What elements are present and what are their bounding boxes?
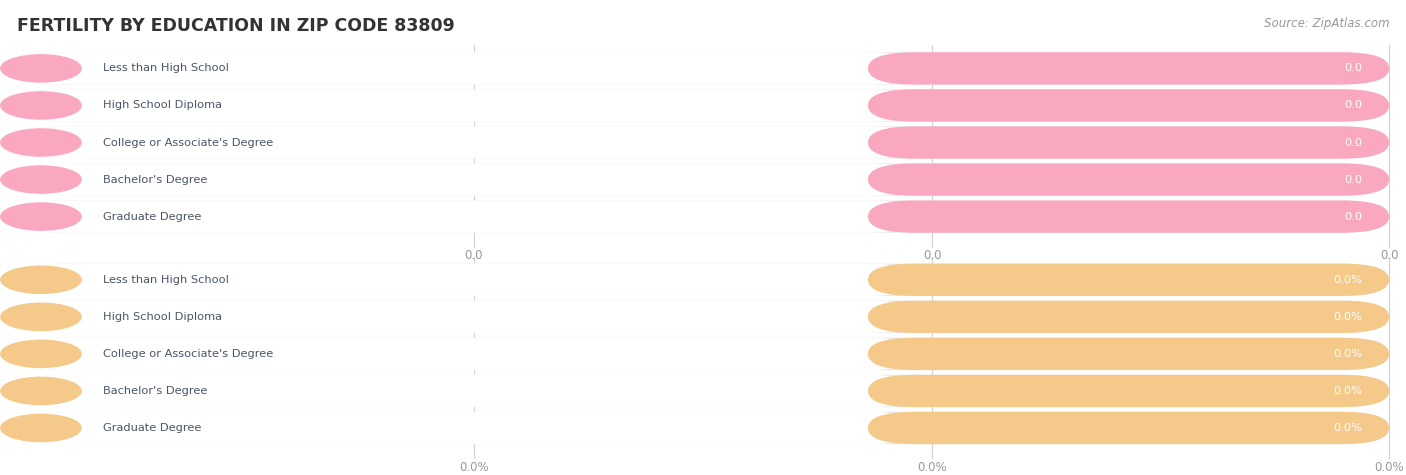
Circle shape [1, 92, 82, 119]
Circle shape [1, 414, 82, 442]
FancyBboxPatch shape [868, 301, 1389, 333]
Text: Graduate Degree: Graduate Degree [103, 423, 201, 433]
FancyBboxPatch shape [868, 163, 1389, 196]
FancyBboxPatch shape [868, 264, 1389, 296]
Text: Less than High School: Less than High School [103, 63, 229, 74]
Text: College or Associate's Degree: College or Associate's Degree [103, 137, 273, 148]
FancyBboxPatch shape [868, 412, 1389, 444]
Text: High School Diploma: High School Diploma [103, 312, 222, 322]
FancyBboxPatch shape [17, 89, 915, 122]
Text: 0.0%: 0.0% [1333, 349, 1362, 359]
Text: FERTILITY BY EDUCATION IN ZIP CODE 83809: FERTILITY BY EDUCATION IN ZIP CODE 83809 [17, 17, 454, 35]
Text: 0.0%: 0.0% [1333, 386, 1362, 396]
Circle shape [1, 377, 82, 405]
FancyBboxPatch shape [868, 52, 1389, 85]
Text: 0.0%: 0.0% [1333, 275, 1362, 285]
FancyBboxPatch shape [17, 338, 915, 370]
Circle shape [1, 129, 82, 156]
Circle shape [1, 203, 82, 230]
FancyBboxPatch shape [868, 200, 1389, 233]
FancyBboxPatch shape [17, 301, 915, 333]
FancyBboxPatch shape [17, 412, 1389, 444]
Text: Less than High School: Less than High School [103, 275, 229, 285]
Text: High School Diploma: High School Diploma [103, 100, 222, 111]
Text: 0.0%: 0.0% [917, 461, 948, 474]
Text: 0.0: 0.0 [1379, 249, 1399, 262]
Text: Bachelor's Degree: Bachelor's Degree [103, 386, 207, 396]
Text: 0.0: 0.0 [1344, 137, 1362, 148]
Circle shape [1, 55, 82, 82]
FancyBboxPatch shape [17, 301, 1389, 333]
FancyBboxPatch shape [17, 264, 915, 296]
FancyBboxPatch shape [17, 126, 915, 159]
FancyBboxPatch shape [17, 200, 1389, 233]
FancyBboxPatch shape [17, 200, 915, 233]
Text: College or Associate's Degree: College or Associate's Degree [103, 349, 273, 359]
Circle shape [1, 303, 82, 331]
FancyBboxPatch shape [17, 375, 915, 407]
FancyBboxPatch shape [17, 126, 1389, 159]
FancyBboxPatch shape [868, 126, 1389, 159]
FancyBboxPatch shape [17, 52, 915, 85]
Text: 0.0%: 0.0% [1333, 423, 1362, 433]
FancyBboxPatch shape [17, 264, 1389, 296]
Text: Graduate Degree: Graduate Degree [103, 211, 201, 222]
FancyBboxPatch shape [868, 89, 1389, 122]
Text: Source: ZipAtlas.com: Source: ZipAtlas.com [1264, 17, 1389, 29]
Text: 0.0: 0.0 [922, 249, 942, 262]
FancyBboxPatch shape [17, 412, 915, 444]
Text: 0.0: 0.0 [1344, 211, 1362, 222]
Circle shape [1, 340, 82, 368]
Text: 0.0: 0.0 [1344, 100, 1362, 111]
FancyBboxPatch shape [17, 163, 915, 196]
Text: 0.0%: 0.0% [1374, 461, 1405, 474]
FancyBboxPatch shape [17, 89, 1389, 122]
FancyBboxPatch shape [868, 338, 1389, 370]
Text: Bachelor's Degree: Bachelor's Degree [103, 174, 207, 185]
FancyBboxPatch shape [17, 375, 1389, 407]
FancyBboxPatch shape [17, 338, 1389, 370]
Text: 0.0: 0.0 [1344, 63, 1362, 74]
Circle shape [1, 266, 82, 294]
Text: 0.0%: 0.0% [458, 461, 489, 474]
FancyBboxPatch shape [17, 163, 1389, 196]
Text: 0.0: 0.0 [1344, 174, 1362, 185]
Text: 0.0: 0.0 [464, 249, 484, 262]
Text: 0.0%: 0.0% [1333, 312, 1362, 322]
FancyBboxPatch shape [17, 52, 1389, 85]
Circle shape [1, 166, 82, 193]
FancyBboxPatch shape [868, 375, 1389, 407]
